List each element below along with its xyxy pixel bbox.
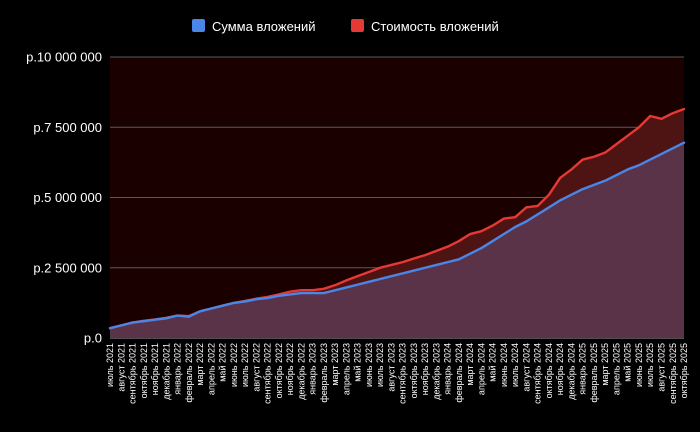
y-tick-label: р.2 500 000	[33, 260, 102, 275]
x-tick-label: июль 2021	[105, 343, 115, 387]
x-tick-label: октябрь 2023	[409, 343, 419, 398]
x-tick-label: июнь 2023	[364, 343, 374, 387]
x-tick-label: сентябрь 2024	[533, 343, 543, 404]
x-tick-label: март 2023	[330, 343, 340, 386]
y-tick-label: р.5 000 000	[33, 190, 102, 205]
x-tick-label: февраль 2024	[454, 343, 464, 403]
x-tick-label: август 2021	[116, 343, 126, 392]
x-tick-label: ноябрь 2023	[420, 343, 430, 395]
x-tick-label: январь 2022	[173, 343, 183, 395]
x-tick-label: январь 2024	[443, 343, 453, 395]
x-tick-label: сентябрь 2022	[263, 343, 273, 404]
x-tick-label: октябрь 2021	[139, 343, 149, 398]
legend-label-sum: Сумма вложений	[212, 19, 316, 34]
x-tick-label: октябрь 2024	[544, 343, 554, 398]
x-tick-label: май 2025	[623, 343, 633, 382]
x-tick-label: январь 2023	[308, 343, 318, 395]
x-tick-label: сентябрь 2025	[668, 343, 678, 404]
x-tick-label: апрель 2022	[206, 343, 216, 395]
x-tick-label: октябрь 2025	[679, 343, 689, 398]
y-tick-label: р.0	[84, 331, 102, 346]
x-tick-label: декабрь 2021	[161, 343, 171, 400]
x-axis-ticks: июль 2021 август 2021 сентябрь 2021 октябрь…	[105, 343, 689, 404]
y-tick-label: р.10 000 000	[26, 50, 102, 65]
x-tick-label: июль 2022	[240, 343, 250, 387]
x-tick-label: март 2022	[195, 343, 205, 386]
series-areas	[110, 108, 684, 339]
x-tick-label: январь 2025	[578, 343, 588, 395]
x-tick-label: февраль 2022	[184, 343, 194, 403]
x-tick-label: июнь 2022	[229, 343, 239, 387]
x-tick-label: март 2024	[465, 343, 475, 386]
x-tick-label: апрель 2024	[476, 343, 486, 395]
x-tick-label: август 2023	[386, 343, 396, 392]
x-tick-label: февраль 2025	[589, 343, 599, 403]
x-tick-label: май 2023	[353, 343, 363, 382]
legend-label-value: Стоимость вложений	[371, 19, 499, 34]
series-area	[110, 142, 684, 338]
x-tick-label: декабрь 2022	[296, 343, 306, 400]
x-tick-label: май 2024	[488, 343, 498, 382]
x-tick-label: декабрь 2024	[566, 343, 576, 400]
x-tick-label: ноябрь 2021	[150, 343, 160, 395]
x-tick-label: октябрь 2022	[274, 343, 284, 398]
x-tick-label: сентябрь 2023	[398, 343, 408, 404]
x-tick-label: август 2022	[251, 343, 261, 392]
x-tick-label: ноябрь 2024	[555, 343, 565, 395]
x-tick-label: апрель 2025	[611, 343, 621, 395]
y-axis-ticks: р.0 р.2 500 000 р.5 000 000 р.7 500 000 р.10…	[26, 50, 102, 346]
series-line	[108, 141, 686, 330]
x-tick-label: июнь 2025	[634, 343, 644, 387]
x-tick-label: июль 2023	[375, 343, 385, 387]
x-tick-label: июль 2024	[510, 343, 520, 387]
y-tick-label: р.7 500 000	[33, 120, 102, 135]
x-tick-label: декабрь 2023	[431, 343, 441, 400]
legend-swatch-value	[351, 19, 364, 32]
x-tick-label: июль 2025	[645, 343, 655, 387]
series-lines	[108, 107, 686, 330]
x-tick-label: июнь 2024	[499, 343, 509, 387]
x-tick-label: апрель 2023	[341, 343, 351, 395]
x-tick-label: ноябрь 2022	[285, 343, 295, 395]
legend-swatch-sum	[192, 19, 205, 32]
x-tick-label: сентябрь 2021	[128, 343, 138, 404]
x-tick-label: август 2024	[521, 343, 531, 392]
x-tick-label: август 2025	[656, 343, 666, 392]
x-tick-label: март 2025	[600, 343, 610, 386]
legend: Сумма вложений Стоимость вложений	[192, 19, 499, 34]
x-tick-label: февраль 2023	[319, 343, 329, 403]
x-tick-label: май 2022	[218, 343, 228, 382]
